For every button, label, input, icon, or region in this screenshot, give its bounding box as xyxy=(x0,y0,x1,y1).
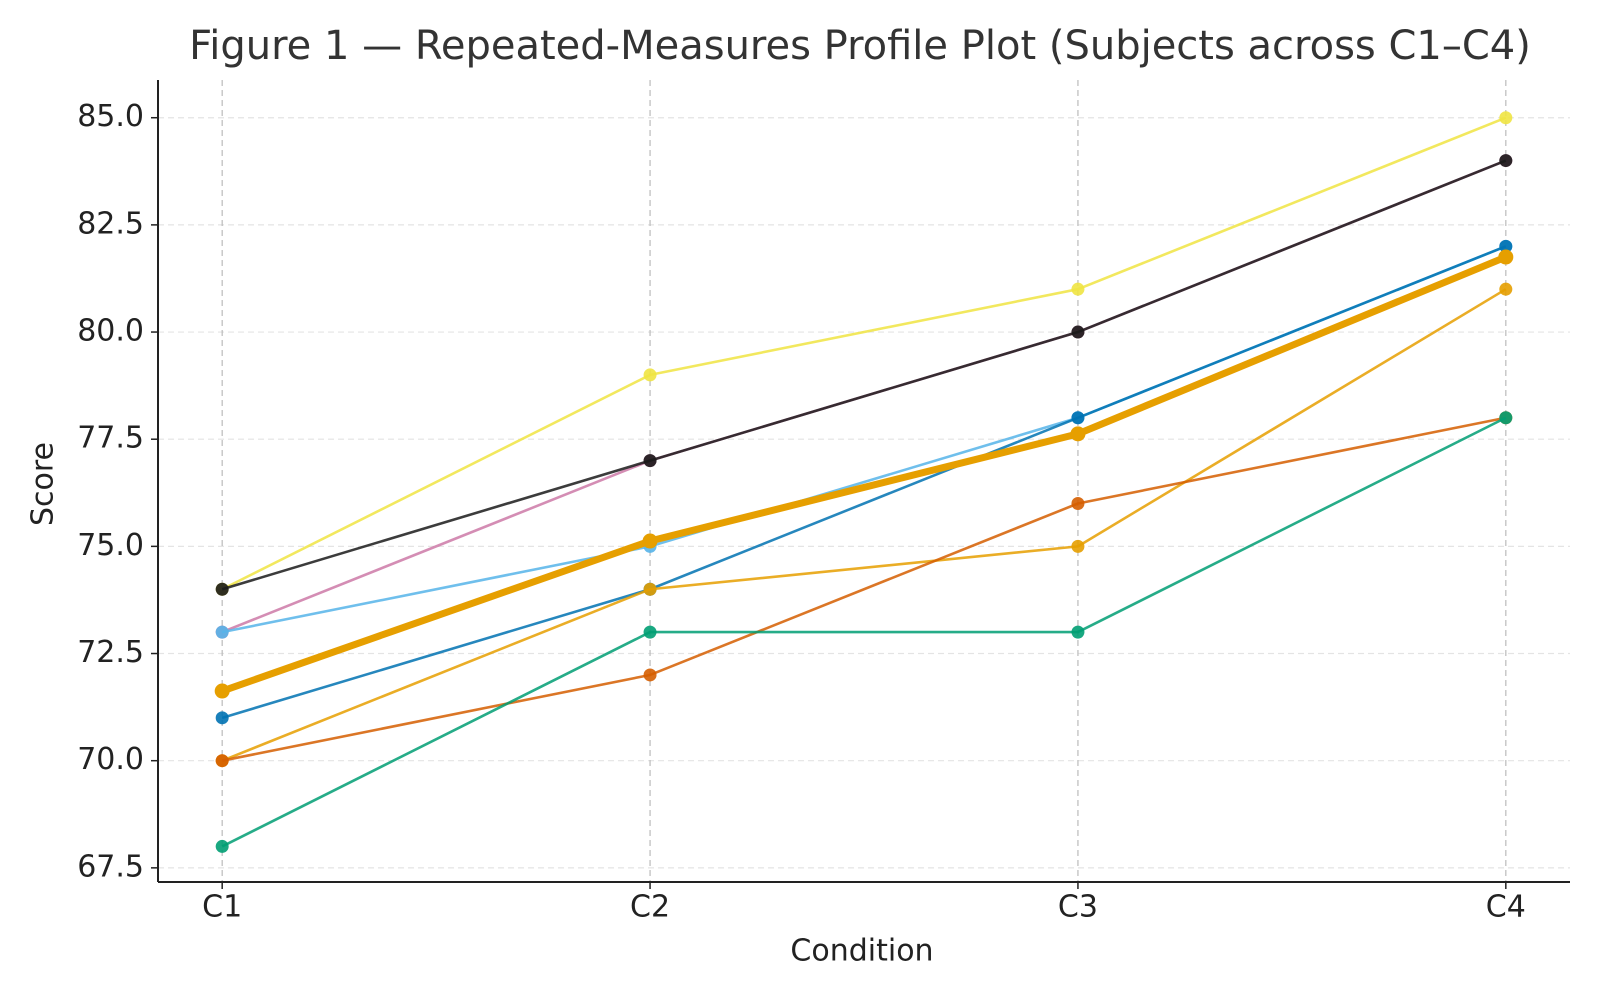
point xyxy=(215,839,229,853)
point xyxy=(1499,111,1513,125)
x-axis-label: Condition xyxy=(790,934,933,969)
point xyxy=(1499,411,1513,425)
point xyxy=(642,533,658,549)
point xyxy=(215,582,229,596)
point xyxy=(643,582,657,596)
y-tick-label: 80.0 xyxy=(77,314,144,349)
point xyxy=(214,683,230,699)
point xyxy=(215,711,229,725)
point xyxy=(1070,426,1086,442)
point xyxy=(1071,625,1085,639)
subject-line xyxy=(221,116,1507,591)
point xyxy=(1499,239,1513,253)
subject-line xyxy=(221,288,1507,762)
y-tick-label: 82.5 xyxy=(77,206,144,241)
subject-line xyxy=(221,416,1507,762)
subject-line xyxy=(221,159,1507,591)
mean-line xyxy=(221,253,1508,695)
point xyxy=(1499,154,1513,168)
x-tick-label: C2 xyxy=(630,890,670,925)
point xyxy=(215,754,229,768)
subject-line xyxy=(221,416,1507,848)
point xyxy=(1071,411,1085,425)
y-axis-label: Score xyxy=(26,442,61,526)
y-tick-label: 67.5 xyxy=(77,849,144,884)
point xyxy=(643,668,657,682)
point xyxy=(215,625,229,639)
y-tick-label: 77.5 xyxy=(77,421,144,456)
y-tick-label: 85.0 xyxy=(77,99,144,134)
point xyxy=(1071,497,1085,511)
y-tick-label: 72.5 xyxy=(77,635,144,670)
y-tick-label: 75.0 xyxy=(77,528,144,563)
point xyxy=(1071,282,1085,296)
chart-title: Figure 1 — Repeated-Measures Profile Plo… xyxy=(189,23,1531,69)
point xyxy=(643,625,657,639)
x-tick-label: C1 xyxy=(202,890,242,925)
point xyxy=(643,454,657,468)
point xyxy=(643,368,657,382)
x-tick-label: C3 xyxy=(1058,890,1098,925)
subject-line xyxy=(221,245,1507,720)
point xyxy=(1498,249,1514,265)
y-tick-label: 70.0 xyxy=(77,742,144,777)
x-tick-label: C4 xyxy=(1486,890,1526,925)
point xyxy=(1499,282,1513,296)
point xyxy=(1071,539,1085,553)
point xyxy=(1071,325,1085,339)
